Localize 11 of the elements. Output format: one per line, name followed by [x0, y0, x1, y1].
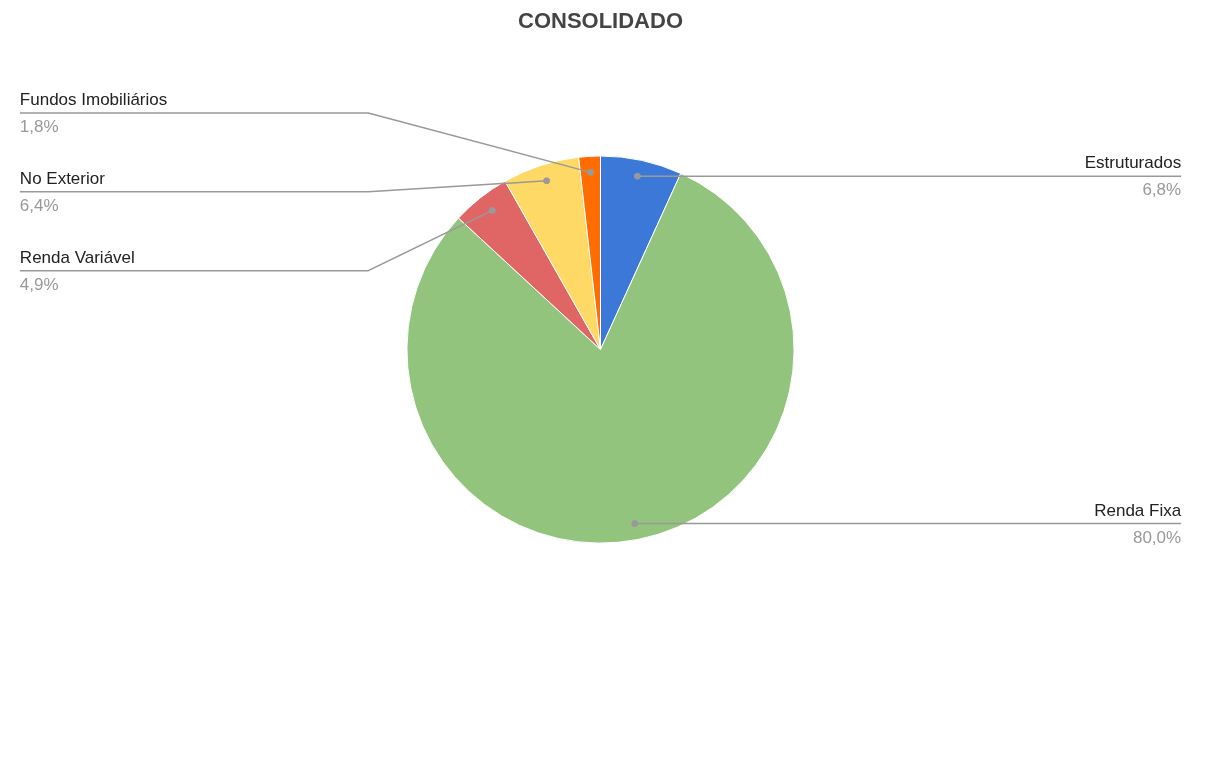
data-label: 6,8%: [1142, 180, 1182, 200]
data-label: 6,4%: [19, 195, 59, 215]
data-label: 4,9%: [19, 274, 59, 294]
chart-title: CONSOLIDADO: [518, 7, 683, 33]
slice-label: Renda Fixa: [1094, 500, 1182, 520]
data-label: 80,0%: [1132, 527, 1182, 547]
data-label: 1,8%: [19, 116, 59, 136]
slice-label: Renda Variável: [19, 247, 135, 267]
slice-label: Fundos Imobiliários: [19, 89, 168, 109]
slice-label: No Exterior: [19, 168, 106, 188]
slice-label: Estruturados: [1084, 153, 1182, 173]
